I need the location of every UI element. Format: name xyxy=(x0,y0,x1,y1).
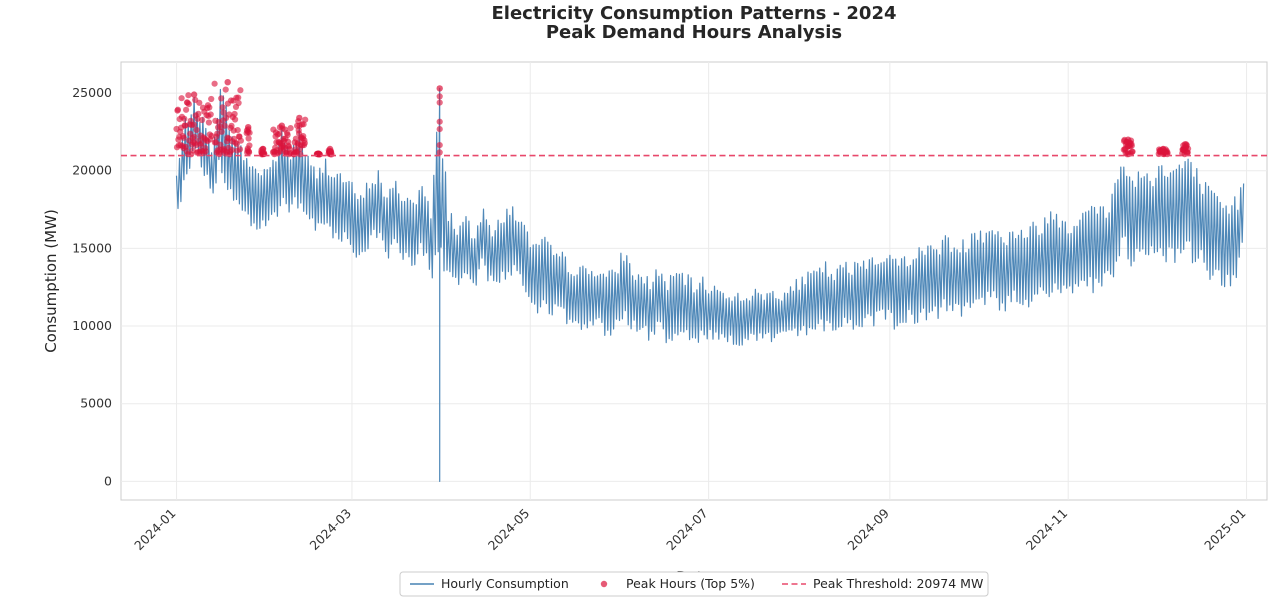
peak-point xyxy=(221,122,228,129)
peak-point xyxy=(1128,142,1135,149)
x-tick-label: 2024-01 xyxy=(131,506,179,554)
y-tick-label: 15000 xyxy=(72,240,112,255)
y-axis-ticks: 0 5000 10000 15000 20000 25000 xyxy=(72,85,112,488)
chart-title: Electricity Consumption Patterns - 2024 xyxy=(492,3,897,24)
peak-point xyxy=(237,137,244,144)
y-tick-label: 10000 xyxy=(72,318,112,333)
peak-point xyxy=(302,116,309,123)
peak-point xyxy=(246,129,253,136)
series-area xyxy=(175,87,1245,482)
peak-point xyxy=(284,131,291,139)
peak-point xyxy=(246,149,253,156)
peak-point xyxy=(208,95,215,103)
peak-point xyxy=(228,122,235,129)
peak-point xyxy=(259,145,266,153)
peak-point xyxy=(328,151,335,158)
peak-point xyxy=(181,115,188,122)
peak-point xyxy=(246,142,253,149)
x-tick-label: 2024-03 xyxy=(307,506,355,554)
peak-point xyxy=(245,124,252,131)
peak-point xyxy=(1129,148,1136,155)
peak-point xyxy=(436,93,443,100)
legend-peak-swatch xyxy=(600,580,608,588)
peak-point xyxy=(287,125,294,132)
peak-point xyxy=(436,99,443,106)
chart-subtitle: Peak Demand Hours Analysis xyxy=(546,22,842,43)
peak-point xyxy=(231,110,238,118)
peak-point xyxy=(198,140,205,147)
y-axis-label: Consumption (MW) xyxy=(42,209,60,353)
peak-point xyxy=(185,101,192,108)
peak-point xyxy=(196,99,203,106)
peak-point xyxy=(217,141,224,148)
peak-point xyxy=(235,99,242,107)
peak-point xyxy=(180,134,187,141)
legend-hourly-consumption: Hourly Consumption xyxy=(441,576,569,591)
peak-point xyxy=(237,87,244,94)
legend: Hourly Consumption Peak Hours (Top 5%) P… xyxy=(399,571,989,597)
x-tick-label: 2024-11 xyxy=(1023,506,1071,554)
peak-point xyxy=(211,80,218,87)
x-tick-label: 2024-09 xyxy=(844,505,892,553)
x-tick-label: 2024-07 xyxy=(663,506,711,554)
peak-point xyxy=(185,92,192,99)
y-tick-label: 0 xyxy=(104,473,112,488)
peak-point xyxy=(236,146,244,153)
peak-point xyxy=(208,132,215,140)
peak-point xyxy=(436,126,443,133)
peak-point xyxy=(205,119,212,126)
y-tick-label: 5000 xyxy=(80,396,112,411)
peak-point xyxy=(301,140,308,147)
peak-point xyxy=(222,86,229,93)
peak-point xyxy=(174,106,181,113)
peak-point xyxy=(224,79,231,86)
peak-point xyxy=(296,114,303,122)
peak-point xyxy=(206,104,213,111)
peak-point xyxy=(1160,145,1167,153)
peak-point xyxy=(1164,149,1171,156)
legend-box xyxy=(399,571,989,597)
peak-point xyxy=(235,94,242,101)
y-tick-label: 20000 xyxy=(72,163,112,178)
peak-point xyxy=(232,116,239,123)
peak-point xyxy=(326,145,334,153)
peak-point xyxy=(178,95,185,102)
legend-peak-threshold: Peak Threshold: 20974 MW xyxy=(813,576,983,591)
peak-point xyxy=(228,146,235,154)
peak-point xyxy=(207,111,214,118)
hourly-consumption-line xyxy=(175,87,1245,482)
peak-point xyxy=(193,126,200,133)
peak-point xyxy=(199,116,206,124)
peak-point xyxy=(190,91,198,98)
y-tick-label: 25000 xyxy=(72,85,112,100)
peak-point xyxy=(245,135,252,142)
peak-point xyxy=(234,127,241,134)
x-tick-label: 2025-01 xyxy=(1201,506,1249,554)
grid xyxy=(121,62,1267,500)
peak-point xyxy=(436,142,443,149)
x-axis-ticks: 2024-01 2024-03 2024-05 2024-07 2024-09 2024-… xyxy=(131,505,1249,553)
peak-point xyxy=(297,151,304,158)
peak-point xyxy=(1124,136,1132,143)
legend-peak-hours: Peak Hours (Top 5%) xyxy=(626,576,755,591)
peak-point xyxy=(183,106,190,113)
peak-point xyxy=(436,149,443,156)
peak-point xyxy=(195,110,202,117)
peak-points xyxy=(173,79,1192,158)
peak-point xyxy=(1181,141,1189,148)
peak-point xyxy=(436,118,443,125)
peak-point xyxy=(220,109,227,116)
peak-point xyxy=(190,121,197,128)
x-tick-label: 2024-05 xyxy=(485,506,533,554)
peak-point xyxy=(218,128,225,135)
peak-point xyxy=(218,95,225,102)
peak-point xyxy=(202,148,209,155)
peak-point xyxy=(191,133,198,140)
peak-point xyxy=(436,85,443,92)
peak-point xyxy=(276,130,283,137)
peak-point xyxy=(219,104,226,111)
peak-point xyxy=(278,122,285,129)
